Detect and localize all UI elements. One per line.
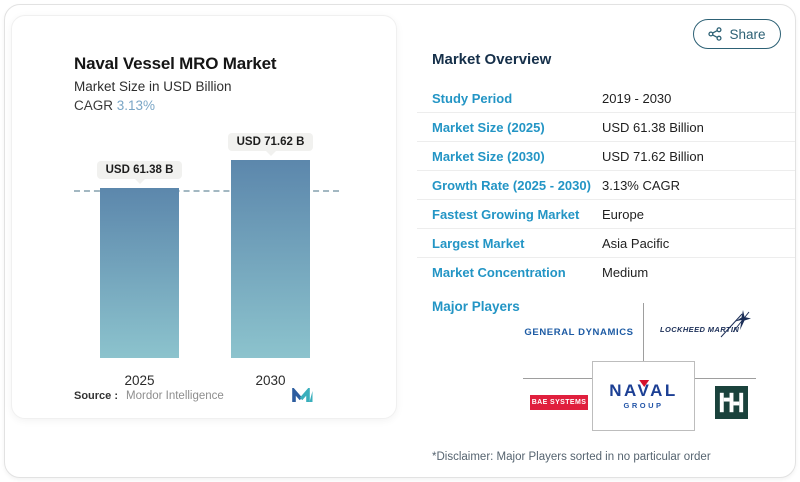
bar-2025 xyxy=(100,188,179,358)
bar-value-pill-2030: USD 71.62 B xyxy=(227,133,314,151)
chart-title: Naval Vessel MRO Market xyxy=(74,54,277,73)
row-label: Market Size (2030) xyxy=(432,148,545,164)
source-value: Mordor Intelligence xyxy=(126,389,224,402)
cagr-label: CAGR xyxy=(74,98,114,113)
bar-group-2030: USD 71.62 B xyxy=(227,133,314,358)
share-icon xyxy=(708,27,723,41)
x-tick-2025: 2025 xyxy=(124,373,155,388)
bar-group-2025: USD 61.38 B xyxy=(96,161,183,358)
table-row: Market Size (2030) USD 71.62 Billion xyxy=(417,142,795,171)
row-value: Europe xyxy=(602,206,644,222)
share-button[interactable]: Share xyxy=(693,19,781,49)
row-label: Fastest Growing Market xyxy=(432,206,580,222)
row-value: Asia Pacific xyxy=(602,235,670,251)
bar-chart: USD 61.38 B USD 71.62 B 2025 2030 xyxy=(12,16,396,418)
table-row: Study Period 2019 - 2030 xyxy=(417,84,795,113)
overview-table: Study Period 2019 - 2030 Market Size (20… xyxy=(417,84,795,287)
share-label: Share xyxy=(729,26,766,42)
naval-group-logo: NAVAL GROUP xyxy=(592,361,695,431)
naval-group-wordmark: NAVAL xyxy=(609,380,678,400)
table-row: Fastest Growing Market Europe xyxy=(417,200,795,229)
lockheed-martin-logo: LOCKHEED MARTIN xyxy=(660,325,740,334)
table-row: Growth Rate (2025 - 2030) 3.13% CAGR xyxy=(417,171,795,200)
row-label: Study Period xyxy=(432,90,513,106)
disclaimer-text: *Disclaimer: Major Players sorted in no … xyxy=(432,451,711,463)
bar-2030 xyxy=(231,160,310,358)
connector-line-left xyxy=(523,378,592,379)
general-dynamics-logo: GENERAL DYNAMICS xyxy=(524,327,634,338)
mordor-intelligence-logo xyxy=(292,388,313,402)
chart-card: Naval Vessel MRO Market Market Size in U… xyxy=(11,15,397,419)
x-tick-2030: 2030 xyxy=(255,373,286,388)
table-row: Largest Market Asia Pacific xyxy=(417,229,795,258)
bar-value-pill-2025: USD 61.38 B xyxy=(96,161,183,179)
naval-red-triangle-icon xyxy=(638,380,649,387)
row-label: Market Size (2025) xyxy=(432,119,545,135)
source-label: Source : xyxy=(74,389,119,402)
naval-group-subtext: GROUP xyxy=(623,401,664,410)
row-label: Growth Rate (2025 - 2030) xyxy=(432,177,591,193)
overview-heading: Market Overview xyxy=(432,51,552,68)
source-row: Source : Mordor Intelligence xyxy=(74,388,314,403)
table-row: Market Concentration Medium xyxy=(417,258,795,287)
huntington-ingalls-logo xyxy=(715,386,748,419)
report-card: Share Naval Vessel MRO Market Market Siz… xyxy=(4,4,796,478)
cagr-value: 3.13% xyxy=(116,98,156,113)
row-value: 3.13% CAGR xyxy=(602,177,681,193)
reference-dashed-line xyxy=(74,190,339,192)
table-row: Market Size (2025) USD 61.38 Billion xyxy=(417,113,795,142)
row-value: USD 61.38 Billion xyxy=(602,119,704,135)
row-value: USD 71.62 Billion xyxy=(602,148,704,164)
cagr-line: CAGR 3.13% xyxy=(74,98,276,113)
chart-subtitle: Market Size in USD Billion xyxy=(74,79,232,94)
bae-systems-logo: BAE SYSTEMS xyxy=(530,395,588,410)
connector-line-right xyxy=(695,378,756,379)
chart-header: Naval Vessel MRO Market Market Size in U… xyxy=(74,54,277,113)
row-value: 2019 - 2030 xyxy=(602,90,672,106)
major-players-heading: Major Players xyxy=(432,299,520,314)
row-label: Largest Market xyxy=(432,235,525,251)
market-overview-panel: Market Overview Study Period 2019 - 2030… xyxy=(417,51,795,481)
row-value: Medium xyxy=(602,265,649,280)
row-label: Market Concentration xyxy=(432,265,566,280)
